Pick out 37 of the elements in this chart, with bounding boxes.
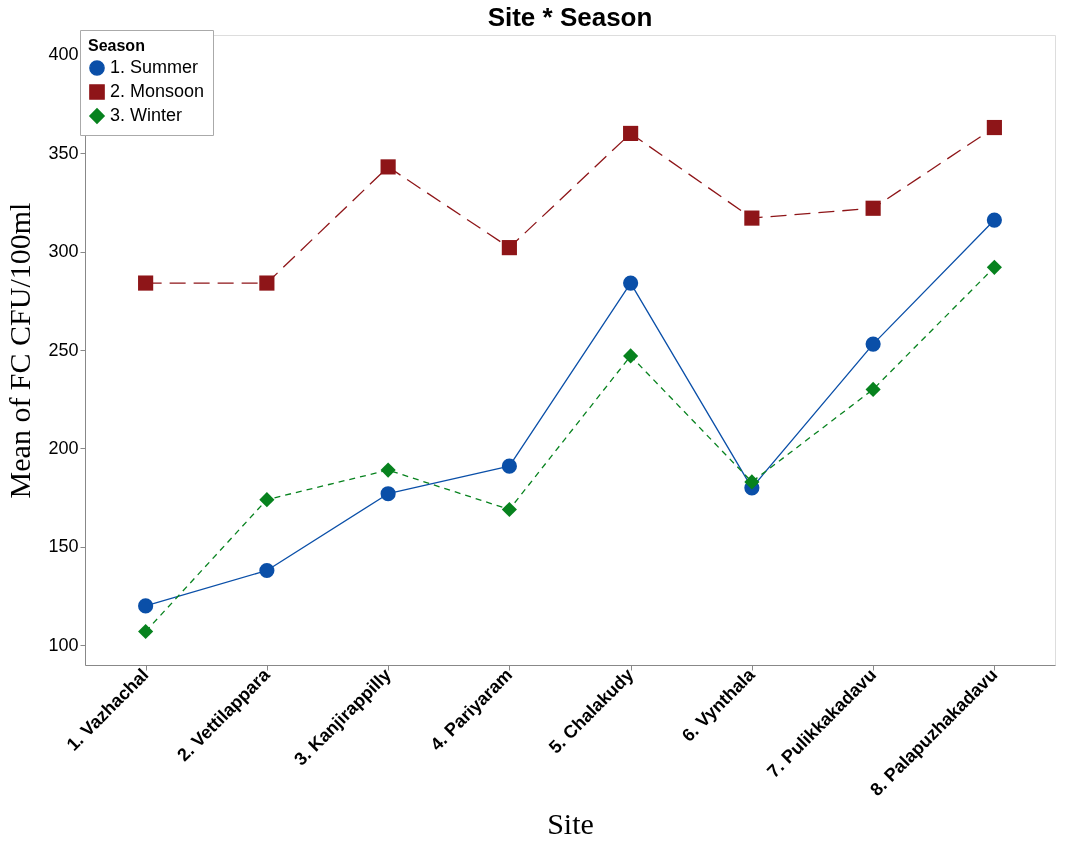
legend-label: 2. Monsoon [110, 81, 205, 101]
y-tick-label: 100 [48, 634, 79, 655]
y-tick-label: 250 [48, 339, 79, 360]
y-tick-label: 200 [48, 437, 79, 458]
chart-title: Site * Season [487, 2, 653, 32]
point [744, 474, 760, 490]
point [501, 240, 517, 256]
point [138, 275, 154, 291]
point [138, 623, 154, 640]
point [380, 159, 396, 175]
legend-title: Season [88, 37, 145, 54]
point [501, 458, 517, 474]
point [380, 462, 396, 478]
point [380, 486, 396, 502]
point [259, 562, 275, 579]
point [865, 381, 881, 397]
point [138, 598, 154, 614]
point [501, 501, 517, 518]
point [865, 336, 881, 352]
point [744, 210, 760, 226]
y-axis-title: Mean of FC CFU/100ml [3, 202, 37, 499]
y-tick-label: 400 [48, 44, 79, 65]
point [259, 275, 275, 291]
y-tick-label: 350 [48, 142, 79, 163]
point [623, 275, 639, 291]
point [623, 125, 639, 142]
point [986, 259, 1002, 275]
legend-label: 3. Winter [110, 105, 183, 125]
y-tick-label: 300 [48, 241, 79, 262]
point [865, 200, 881, 216]
point [986, 212, 1002, 228]
legend-label: 1. Summer [110, 57, 199, 77]
x-axis-title: Site [547, 806, 594, 840]
y-tick-label: 150 [48, 536, 79, 557]
point [986, 119, 1002, 136]
point [623, 348, 639, 364]
point [259, 492, 275, 508]
